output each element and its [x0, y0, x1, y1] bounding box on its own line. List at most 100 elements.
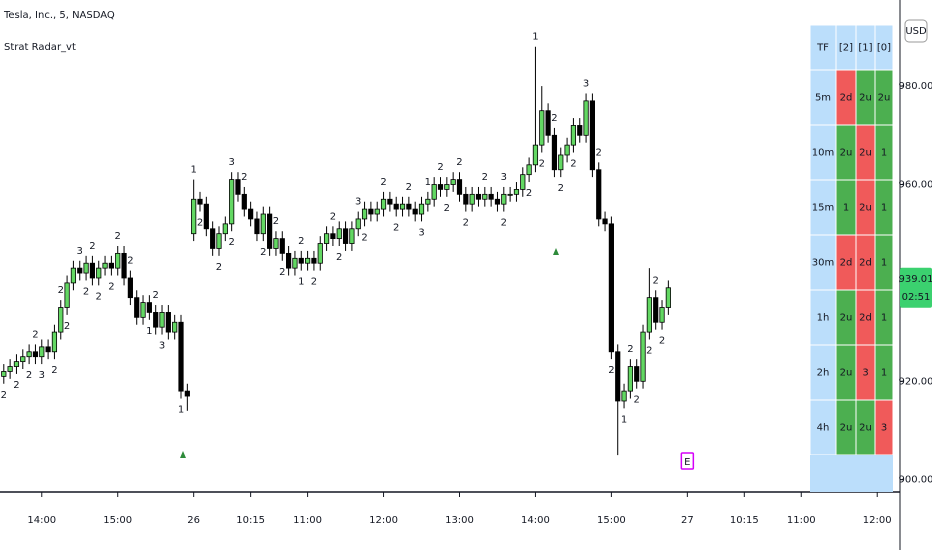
candle-body [317, 243, 323, 264]
strat-label: 3 [355, 197, 361, 208]
strat-label: 2 [96, 291, 102, 302]
table-cell-text: 2d [840, 258, 853, 269]
x-tick-label: 12:00 [863, 515, 892, 526]
candle-body [153, 312, 159, 328]
strat-label: 3 [583, 78, 589, 89]
candle-body [627, 366, 633, 392]
candle-body [634, 366, 640, 382]
candle-body [134, 297, 140, 318]
strat-label: 2 [393, 222, 399, 233]
table-cell-text: 1 [843, 203, 849, 214]
strat-label: 3 [39, 370, 45, 381]
candle-body [140, 302, 146, 318]
table-cell-text: 2u [840, 148, 853, 159]
strat-label: 2 [51, 365, 57, 376]
candle-body [203, 203, 209, 230]
candle-body [551, 134, 558, 171]
event-marker [680, 452, 695, 470]
candle-body [267, 213, 273, 249]
candle-body [216, 233, 222, 249]
strat-label: 1 [178, 405, 184, 416]
candle-body [532, 144, 539, 166]
candle-body [596, 169, 602, 220]
strat-label: 2 [153, 290, 159, 301]
candle-body [254, 218, 260, 235]
table-cell-text: 1 [881, 313, 887, 324]
candle-body [444, 184, 450, 190]
table-cell-text: 30m [812, 258, 834, 269]
countdown: 02:51 [902, 292, 931, 303]
candle-body [273, 238, 279, 249]
candle-body [45, 346, 51, 353]
strat-label: 2 [330, 211, 336, 222]
strat-label: 2 [108, 282, 114, 293]
candle-body [159, 312, 165, 328]
table-cell-text: 4h [817, 423, 830, 434]
candle-body [456, 179, 463, 195]
y-tick-label: 980.00 [899, 81, 932, 92]
table-cell-text: 10m [812, 148, 834, 159]
strat-label: 2 [273, 216, 279, 227]
table-cell-text: 1 [881, 258, 887, 269]
chart-title: Tesla, Inc., 5, NASDAQ [3, 10, 115, 21]
x-tick-label: 14:00 [27, 515, 56, 526]
candle-body [146, 302, 152, 313]
table-cell [809, 234, 837, 291]
table-header: [2] [839, 43, 853, 54]
candle-body [241, 193, 247, 210]
y-tick-label: 960.00 [899, 180, 932, 191]
candle-body [450, 179, 456, 185]
candle-body [248, 208, 254, 220]
strat-label: 2 [659, 336, 665, 347]
candle-body [374, 208, 380, 215]
candle-body [197, 198, 203, 205]
x-tick-label: 27 [681, 515, 694, 526]
candle-body [298, 257, 304, 264]
strat-label: 2 [539, 159, 545, 170]
table-cell-text: 2u [859, 148, 872, 159]
strat-label: 2 [298, 236, 304, 247]
candle-body [406, 203, 412, 210]
candle-body [431, 184, 437, 200]
candle-body [342, 228, 349, 244]
table-header: TF [816, 43, 829, 54]
table-cell-text: 3 [862, 368, 868, 379]
candle-body [615, 351, 621, 402]
strat-label: 2 [444, 203, 450, 214]
price-tag-label: 939.01 [899, 274, 932, 285]
candle-body [646, 297, 652, 333]
candle-body [311, 257, 317, 264]
candle-body [583, 100, 589, 136]
candle-body [235, 179, 241, 195]
table-cell-text: 2h [817, 368, 830, 379]
candle-body [323, 233, 330, 244]
candle-body [368, 208, 374, 215]
candle-body [58, 307, 64, 333]
strat-label: 2 [551, 113, 557, 124]
table-cell-text: 1 [881, 368, 887, 379]
currency-box[interactable] [904, 19, 928, 43]
strat-label: 2 [646, 345, 652, 356]
table-cell [809, 399, 837, 456]
x-tick-label: 12:00 [369, 515, 398, 526]
signal-arrow [180, 451, 186, 458]
table-cell-text: 2u [840, 423, 853, 434]
strat-label: 2 [89, 241, 95, 252]
candle-body [336, 228, 342, 240]
y-tick-label: 900.00 [899, 475, 932, 486]
candle-body [7, 366, 13, 372]
x-tick-label: 15:00 [103, 515, 132, 526]
candle-body [121, 252, 127, 279]
strat-label: 2 [228, 237, 234, 248]
strat-label: 2 [437, 162, 443, 173]
x-tick-label: 15:00 [597, 515, 626, 526]
table-cell-text: 3 [881, 423, 887, 434]
strat-label: 3 [77, 246, 83, 257]
candle-body [1, 371, 7, 377]
candle-body [665, 287, 671, 308]
table-cell-text: 2u [840, 368, 853, 379]
strat-label: 2 [279, 267, 285, 278]
strat-label: 2 [1, 390, 7, 401]
strat-label: 2 [260, 247, 266, 258]
strat-label: 2 [463, 218, 469, 229]
